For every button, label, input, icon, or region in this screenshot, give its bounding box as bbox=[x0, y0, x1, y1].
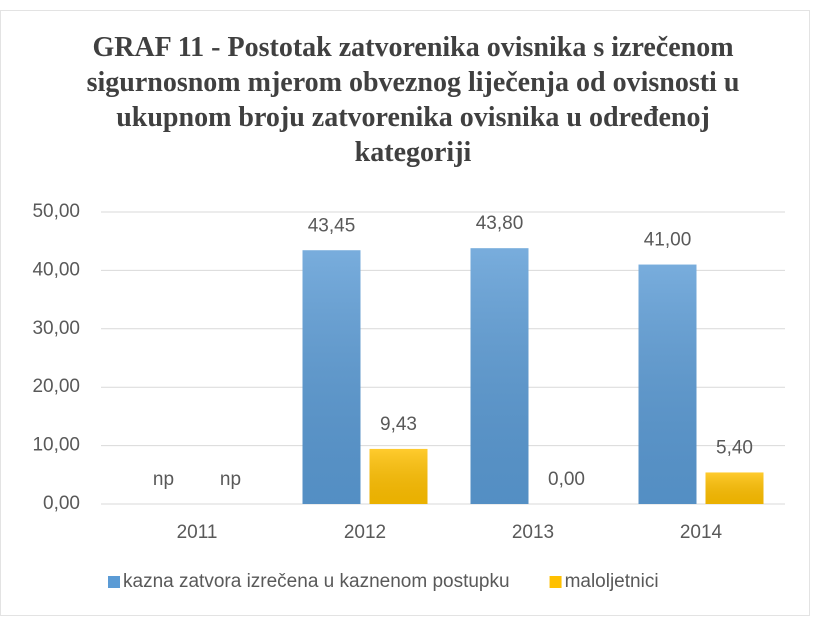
legend-swatch bbox=[108, 576, 120, 588]
chart-border bbox=[0, 10, 810, 616]
legend-label: kazna zatvora izrečena u kaznenom postup… bbox=[123, 571, 510, 592]
bar-shade bbox=[705, 472, 764, 504]
y-tick-label: 0,00 bbox=[43, 493, 80, 514]
chart-title: GRAF 11 - Postotak zatvorenika ovisnika … bbox=[86, 32, 740, 168]
legend-swatch bbox=[549, 576, 562, 588]
bar-shade bbox=[302, 250, 361, 504]
y-tick-label: 20,00 bbox=[32, 376, 80, 397]
y-tick-label: 10,00 bbox=[32, 435, 80, 456]
data-label: 0,00 bbox=[548, 469, 585, 490]
y-tick-label: 30,00 bbox=[32, 318, 80, 339]
x-tick-label: 2012 bbox=[344, 522, 386, 543]
data-label: np bbox=[220, 469, 241, 490]
data-label: 41,00 bbox=[644, 230, 692, 251]
y-tick-label: 50,00 bbox=[32, 201, 80, 222]
bar-shade bbox=[638, 264, 697, 504]
data-label: 5,40 bbox=[716, 437, 753, 458]
x-tick-label: 2011 bbox=[177, 522, 218, 543]
bar-shade bbox=[369, 448, 428, 504]
data-label: 9,43 bbox=[380, 414, 417, 435]
bar-shade bbox=[470, 248, 529, 504]
data-label: np bbox=[153, 469, 174, 490]
data-label: 43,80 bbox=[476, 213, 524, 234]
legend-label: maloljetnici bbox=[565, 571, 659, 592]
x-tick-label: 2014 bbox=[680, 522, 723, 543]
data-label: 43,45 bbox=[308, 215, 356, 236]
x-tick-label: 2013 bbox=[512, 522, 554, 543]
y-tick-label: 40,00 bbox=[32, 259, 80, 280]
